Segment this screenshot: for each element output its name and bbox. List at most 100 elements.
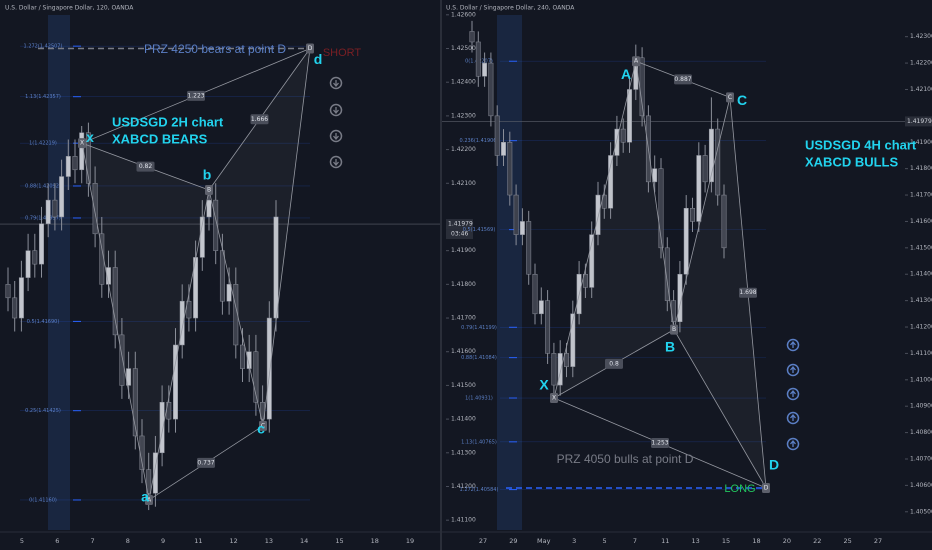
point-box xyxy=(762,483,770,494)
prz-text: PRZ 4050 bulls at point D xyxy=(557,452,694,466)
candle-body xyxy=(226,284,232,302)
pattern-leg xyxy=(81,143,150,501)
candle-body xyxy=(173,344,178,420)
point-box-label: X xyxy=(80,140,84,147)
y-tick-label: 1.41600 xyxy=(451,348,476,355)
ratio-label: 0.887 xyxy=(674,76,691,83)
point-label: c xyxy=(257,421,265,437)
x-tick-label: 19 xyxy=(406,537,414,545)
y-tick-label: 1.42100 xyxy=(910,86,932,93)
y-tick-label: 1.41800 xyxy=(451,281,476,288)
candle-body xyxy=(608,155,614,209)
arrow-glyph xyxy=(333,159,339,167)
arrow-glyph xyxy=(333,80,339,88)
candle-body xyxy=(152,452,158,494)
y-tick-label: 1.41700 xyxy=(910,192,932,199)
arrow-icon xyxy=(786,363,800,377)
candle-body xyxy=(132,368,138,437)
arrow-icon xyxy=(786,437,800,451)
candle-body xyxy=(721,194,727,249)
candle-body xyxy=(570,313,576,367)
candle-body xyxy=(112,267,118,336)
fib-label: 0.79(1.41997) xyxy=(25,215,61,221)
point-box-label: C xyxy=(728,94,732,101)
last-price-box xyxy=(446,219,473,230)
point-box-label: B xyxy=(207,187,211,194)
x-tick-label: May xyxy=(537,537,551,545)
candle-body xyxy=(482,62,488,77)
candle-body xyxy=(595,194,601,235)
pattern-area xyxy=(82,143,209,500)
candle-body xyxy=(85,132,91,184)
pattern-leg xyxy=(673,329,767,489)
x-tick-label: 15 xyxy=(335,537,343,545)
x-tick-label: 5 xyxy=(602,537,606,545)
point-box xyxy=(726,92,734,103)
x-tick-label: 8 xyxy=(126,537,130,545)
fib-label: 0(1.41160) xyxy=(29,497,57,503)
arrow-icon xyxy=(786,387,800,401)
point-label: a xyxy=(141,489,149,505)
session-band xyxy=(48,15,70,530)
chart-title: U.S. Dollar / Singapore Dollar, 240, OAN… xyxy=(446,5,575,12)
y-tick-label: 1.41300 xyxy=(910,297,932,304)
candle-body xyxy=(39,223,44,265)
y-tick-label: 1.40900 xyxy=(910,403,932,410)
candle-body xyxy=(545,300,551,354)
x-tick-label: 9 xyxy=(161,537,165,545)
candle-body xyxy=(159,402,165,454)
ratio-box xyxy=(250,114,269,125)
y-tick-label: 1.41900 xyxy=(451,247,476,254)
point-label: C xyxy=(737,92,747,108)
candle-body xyxy=(708,128,714,183)
candle-body xyxy=(507,142,513,196)
y-tick-label: 1.42100 xyxy=(451,180,476,187)
candle-body xyxy=(690,207,695,222)
pattern-leg xyxy=(208,189,264,426)
candle-body xyxy=(526,221,532,275)
candle-body xyxy=(683,207,689,275)
candle-body xyxy=(126,368,132,386)
candle-body xyxy=(538,300,544,315)
ratio-box xyxy=(197,457,215,468)
candle-body xyxy=(146,469,152,494)
point-label: x xyxy=(86,129,94,145)
ratio-label: 0.8 xyxy=(609,360,619,367)
point-box-label: X xyxy=(552,395,556,402)
candle-body xyxy=(266,317,272,420)
ratio-label: 1.223 xyxy=(187,92,204,99)
pattern-leg xyxy=(635,61,675,330)
pattern-leg xyxy=(553,61,637,399)
x-tick-label: 5 xyxy=(20,537,24,545)
y-tick-label: 1.42300 xyxy=(910,33,932,40)
y-tick-label: 1.42300 xyxy=(451,112,476,119)
point-box xyxy=(670,324,678,335)
candle-body xyxy=(240,344,245,369)
point-label: B xyxy=(665,338,675,354)
pattern-area xyxy=(554,61,674,399)
y-tick-label: 1.41100 xyxy=(451,517,476,524)
arrow-glyph xyxy=(790,439,796,447)
pattern-leg xyxy=(262,48,311,426)
arrow-glyph xyxy=(333,107,339,115)
candle-body xyxy=(5,284,11,299)
x-tick-label: 29 xyxy=(509,537,517,545)
candle-body xyxy=(488,62,494,117)
fib-label: 0.236(1.41906) xyxy=(460,138,499,144)
pattern-leg xyxy=(148,189,210,501)
point-box-label: D xyxy=(308,45,313,52)
point-box-label: A xyxy=(147,496,152,503)
point-box xyxy=(78,138,86,149)
candle-body xyxy=(564,353,569,367)
y-tick-label: 1.41100 xyxy=(910,350,932,357)
y-tick-label: 1.42500 xyxy=(451,45,476,52)
ratio-label: 1.698 xyxy=(739,289,756,296)
ratio-label: 0.737 xyxy=(197,459,214,466)
ratio-label: 0.82 xyxy=(139,163,153,170)
candle-body xyxy=(186,300,192,319)
candle-body xyxy=(557,353,563,386)
x-tick-label: 18 xyxy=(752,537,760,545)
candle-body xyxy=(32,250,38,265)
ratio-box xyxy=(674,74,692,85)
